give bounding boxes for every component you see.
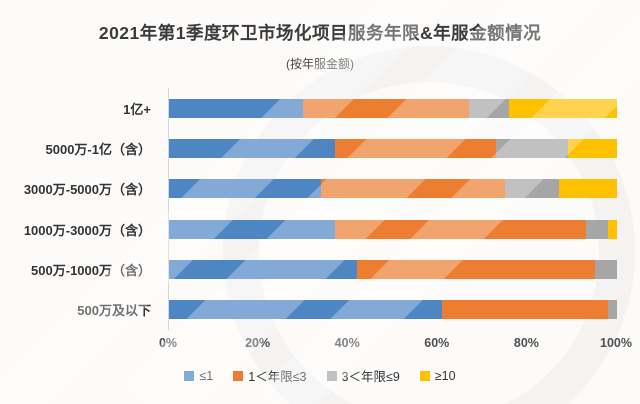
bar-row	[169, 249, 617, 289]
bar-segment	[585, 219, 609, 239]
legend-item: 3＜年限≤9	[326, 366, 400, 385]
category-axis: 1亿+ 5000万-1亿（含） 3000万-5000万（含） 1000万-3000万（…	[0, 88, 160, 330]
x-tick-label: 100%	[600, 336, 632, 350]
legend-item: 1＜年限≤3	[233, 366, 307, 385]
bar-segment	[321, 179, 505, 199]
bar-segment	[169, 259, 358, 279]
category-label: 5000万-1亿（含）	[45, 141, 151, 157]
legend-item: ≤1	[184, 369, 213, 383]
legend-swatch	[233, 370, 244, 381]
legend-swatch	[184, 370, 195, 381]
legend-label: ≥10	[434, 368, 456, 383]
legend-label: ≤1	[199, 368, 214, 383]
bar-segment	[169, 179, 322, 199]
bar-segment	[357, 259, 595, 279]
bar-row	[169, 290, 617, 330]
category-label: 500万-1000万（含）	[31, 262, 151, 278]
bar-row	[169, 169, 617, 209]
bar-segment	[594, 259, 617, 279]
stacked-bar	[169, 300, 617, 320]
legend-item: ≥10	[419, 368, 456, 383]
stacked-bar	[169, 179, 617, 199]
legend-label: 3＜年限≤9	[341, 370, 400, 384]
stacked-bar	[169, 259, 617, 279]
category-label: 1亿+	[123, 101, 151, 117]
bar-row	[169, 88, 617, 128]
bar-row	[169, 209, 617, 249]
bar-segment	[504, 179, 559, 199]
bar-segment	[169, 219, 335, 239]
x-axis: 0% 20% 40% 60% 80% 100%	[159, 336, 632, 352]
bar-segment	[169, 300, 443, 320]
bar-segment	[509, 98, 617, 118]
stacked-bar	[169, 98, 617, 118]
plot-area	[168, 88, 617, 330]
bar-segment	[303, 98, 470, 118]
x-tick-label: 40%	[334, 336, 360, 350]
bar-segment	[567, 138, 617, 158]
bar-segment	[334, 219, 586, 239]
bar-segment	[608, 300, 617, 320]
bar-segment	[169, 138, 335, 158]
bar-segment	[469, 98, 510, 118]
legend-swatch	[419, 370, 430, 381]
bar-segment	[442, 300, 609, 320]
stacked-bar	[169, 138, 617, 158]
bar-segment	[496, 138, 568, 158]
x-tick-label: 60%	[424, 336, 450, 350]
bar-segment	[169, 98, 304, 118]
bar-segment	[608, 219, 617, 239]
legend-swatch	[326, 370, 337, 381]
bar-segment	[334, 138, 497, 158]
chart-subtitle: (按年服金额)	[286, 57, 354, 71]
bar-row	[169, 128, 617, 168]
x-tick-label: 20%	[245, 336, 271, 350]
bar-segment	[558, 179, 617, 199]
category-label: 3000万-5000万（含）	[23, 182, 151, 198]
category-label: 500万及以下	[77, 303, 151, 319]
legend-label: 1＜年限≤3	[248, 370, 307, 384]
stacked-bar	[169, 219, 617, 239]
chart-title: 2021年第1季度环卫市场化项目服务年限&年服金额情况	[98, 23, 542, 43]
category-label: 1000万-3000万（含）	[23, 222, 151, 238]
x-tick-label: 0%	[158, 336, 178, 350]
x-tick-label: 80%	[513, 336, 539, 350]
legend: ≤1 1＜年限≤3 3＜年限≤9 ≥10	[0, 366, 640, 385]
